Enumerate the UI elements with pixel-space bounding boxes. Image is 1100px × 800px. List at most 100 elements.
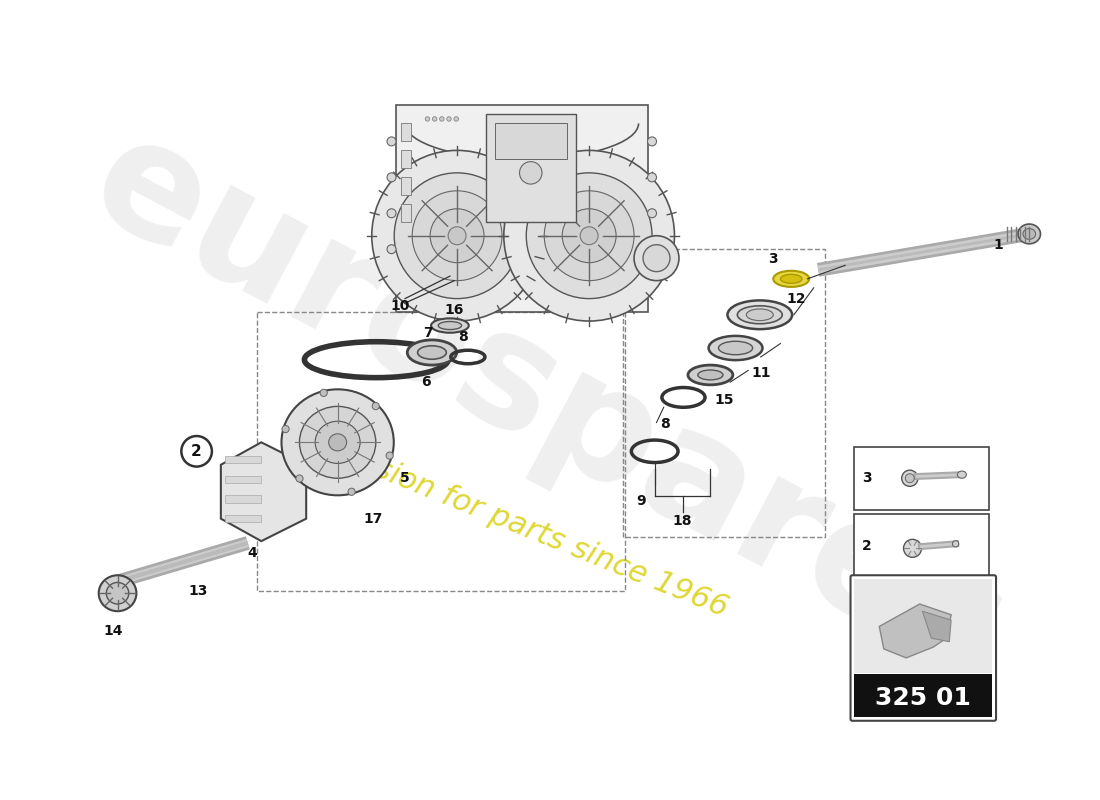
Ellipse shape: [316, 422, 360, 463]
Ellipse shape: [407, 340, 456, 365]
Text: 17: 17: [364, 512, 383, 526]
Text: 18: 18: [673, 514, 692, 528]
Ellipse shape: [746, 309, 773, 321]
Ellipse shape: [957, 471, 967, 478]
Ellipse shape: [648, 137, 657, 146]
Polygon shape: [879, 604, 952, 658]
Text: 11: 11: [751, 366, 770, 380]
Ellipse shape: [438, 322, 462, 330]
Ellipse shape: [372, 402, 379, 410]
Text: 12: 12: [786, 292, 805, 306]
Ellipse shape: [727, 300, 792, 329]
Ellipse shape: [107, 582, 129, 604]
Ellipse shape: [708, 336, 762, 360]
Text: 8: 8: [459, 330, 469, 344]
Ellipse shape: [634, 236, 679, 281]
Ellipse shape: [372, 150, 542, 321]
Text: 1: 1: [993, 238, 1003, 252]
Ellipse shape: [418, 346, 447, 359]
Text: 16: 16: [444, 303, 464, 318]
Ellipse shape: [432, 117, 437, 121]
Text: 13: 13: [189, 583, 208, 598]
Bar: [400, 178, 411, 195]
Bar: [396, 106, 648, 312]
Text: eurospares: eurospares: [66, 101, 1031, 712]
Ellipse shape: [282, 426, 289, 433]
Text: 325 01: 325 01: [876, 686, 971, 710]
Bar: [854, 579, 992, 673]
Ellipse shape: [99, 575, 136, 611]
Ellipse shape: [387, 173, 396, 182]
Bar: [624, 249, 825, 537]
Ellipse shape: [296, 475, 304, 482]
Bar: [854, 447, 989, 510]
Bar: [854, 674, 992, 717]
Ellipse shape: [454, 117, 459, 121]
Ellipse shape: [953, 541, 959, 547]
Ellipse shape: [412, 191, 502, 281]
Ellipse shape: [387, 137, 396, 146]
Ellipse shape: [644, 245, 670, 272]
Text: 6: 6: [421, 375, 430, 389]
Bar: [256, 312, 625, 590]
Bar: [226, 475, 262, 482]
Ellipse shape: [348, 488, 355, 495]
Bar: [854, 514, 989, 577]
Circle shape: [182, 436, 212, 466]
Ellipse shape: [447, 117, 451, 121]
Ellipse shape: [320, 390, 328, 397]
Ellipse shape: [387, 245, 396, 254]
Ellipse shape: [580, 226, 598, 245]
Text: 9: 9: [637, 494, 646, 508]
Ellipse shape: [519, 162, 542, 184]
Ellipse shape: [648, 173, 657, 182]
Ellipse shape: [688, 365, 733, 385]
Ellipse shape: [773, 270, 810, 287]
Text: 3: 3: [862, 471, 871, 486]
Ellipse shape: [431, 318, 469, 333]
Ellipse shape: [386, 452, 394, 459]
Ellipse shape: [329, 434, 346, 451]
Bar: [400, 123, 411, 142]
Ellipse shape: [1023, 229, 1035, 239]
Ellipse shape: [902, 470, 917, 486]
Text: a passion for parts since 1966: a passion for parts since 1966: [294, 423, 732, 623]
Ellipse shape: [448, 226, 466, 245]
Text: 3: 3: [769, 252, 778, 266]
Bar: [400, 150, 411, 168]
Ellipse shape: [648, 209, 657, 218]
Ellipse shape: [426, 117, 430, 121]
Bar: [226, 495, 262, 502]
Ellipse shape: [1018, 224, 1041, 244]
Text: 8: 8: [661, 418, 670, 431]
Polygon shape: [923, 611, 952, 642]
Ellipse shape: [903, 539, 922, 558]
Text: 14: 14: [103, 624, 123, 638]
Text: 2: 2: [861, 538, 871, 553]
Polygon shape: [221, 442, 306, 541]
Text: 4: 4: [248, 546, 257, 560]
Text: 2: 2: [191, 444, 202, 459]
Ellipse shape: [697, 370, 723, 380]
Bar: [226, 456, 262, 463]
Ellipse shape: [737, 306, 782, 324]
Ellipse shape: [282, 390, 394, 495]
Ellipse shape: [544, 191, 634, 281]
Ellipse shape: [440, 117, 444, 121]
Ellipse shape: [526, 173, 652, 298]
Ellipse shape: [718, 342, 752, 354]
Text: 10: 10: [390, 298, 410, 313]
Ellipse shape: [648, 245, 657, 254]
Ellipse shape: [504, 150, 674, 321]
Ellipse shape: [905, 474, 914, 482]
Ellipse shape: [562, 209, 616, 262]
Ellipse shape: [394, 173, 520, 298]
Bar: [226, 515, 262, 522]
Ellipse shape: [430, 209, 484, 262]
Ellipse shape: [299, 406, 376, 478]
Text: 15: 15: [714, 393, 734, 407]
Ellipse shape: [387, 209, 396, 218]
Text: 7: 7: [422, 326, 432, 340]
FancyBboxPatch shape: [850, 575, 996, 721]
Text: 5: 5: [400, 471, 410, 486]
